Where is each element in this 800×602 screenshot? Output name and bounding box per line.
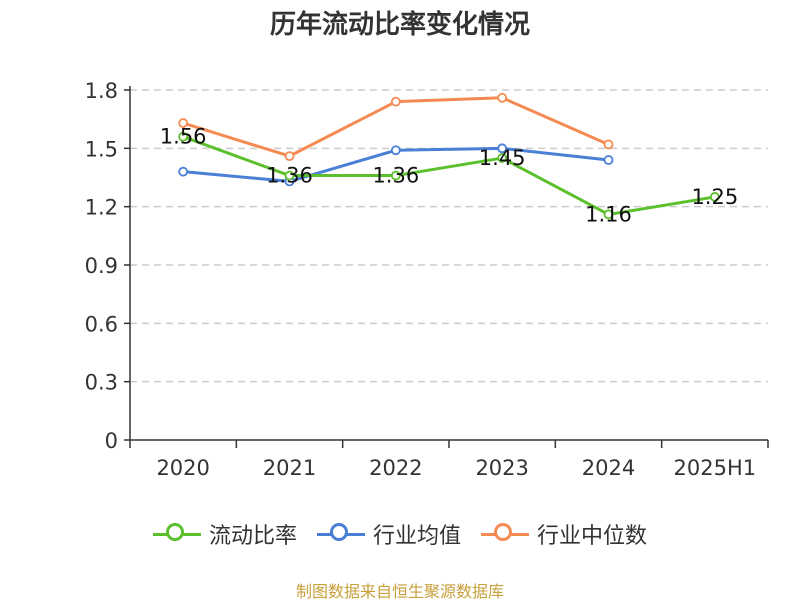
- x-tick-label: 2025H1: [674, 456, 757, 480]
- legend-label: 流动比率: [208, 524, 297, 549]
- axes: 0 0.3 0.6 0.9 1.2 1.5 1.8 2020 2021 2022 2023 2024 2…: [85, 79, 769, 480]
- data-label: 1.45: [479, 146, 526, 170]
- legend-item[interactable]: 行业中位数: [481, 518, 647, 550]
- data-point: [284, 170, 295, 181]
- data-point: [603, 209, 614, 220]
- legend-marker: [165, 523, 184, 541]
- x-tick-label: 2023: [475, 456, 528, 480]
- y-tick-label: 1.8: [85, 79, 118, 103]
- data-point: [390, 145, 401, 156]
- legend-swatch: [152, 522, 201, 546]
- y-tick-label: 0.9: [85, 254, 118, 278]
- data-point: [178, 166, 189, 177]
- legend: 流动比率 行业均值 行业中位数: [0, 518, 800, 550]
- legend-swatch: [481, 522, 529, 546]
- y-tick-label: 1.2: [85, 196, 118, 220]
- y-tick-label: 1.5: [85, 137, 118, 161]
- series-line-0: [182, 135, 716, 216]
- y-tick-label: 0.6: [85, 312, 118, 336]
- data-point: [603, 155, 614, 165]
- legend-label: 行业中位数: [537, 524, 648, 549]
- data-point: [497, 143, 508, 154]
- data-label: 1.36: [372, 164, 419, 188]
- legend-item[interactable]: 行业均值: [316, 518, 461, 550]
- gridlines: [130, 89, 768, 383]
- legend-label: 行业均值: [372, 524, 461, 549]
- x-tick-label: 2021: [263, 456, 316, 480]
- data-point: [390, 170, 401, 181]
- y-tick-label: 0: [105, 429, 118, 453]
- series-lines: [178, 92, 720, 220]
- source-note: 制图数据来自恒生聚源数据库: [295, 582, 504, 601]
- data-point: [603, 139, 614, 150]
- legend-item[interactable]: 流动比率: [152, 518, 297, 550]
- legend-marker: [494, 523, 512, 541]
- data-label: 1.25: [691, 185, 738, 209]
- x-tick-label: 2022: [369, 456, 422, 480]
- data-point: [178, 118, 189, 128]
- data-point: [709, 192, 720, 202]
- data-point: [497, 153, 508, 163]
- x-tick-label: 2024: [582, 456, 635, 480]
- data-label: 1.56: [160, 125, 207, 149]
- data-label: 1.36: [266, 164, 313, 188]
- legend-swatch: [316, 522, 365, 546]
- data-point: [284, 151, 295, 162]
- data-labels: 1.56 1.36 1.36 1.45 1.16 1.25: [160, 125, 738, 227]
- y-tick-label: 0.3: [85, 371, 118, 395]
- x-tick-label: 2020: [156, 456, 209, 480]
- data-point: [497, 92, 508, 103]
- legend-marker: [329, 523, 348, 541]
- data-point: [390, 96, 401, 107]
- chart-title: 历年流动比率变化情况: [269, 10, 530, 40]
- data-label: 1.16: [585, 202, 632, 226]
- data-point: [178, 131, 189, 142]
